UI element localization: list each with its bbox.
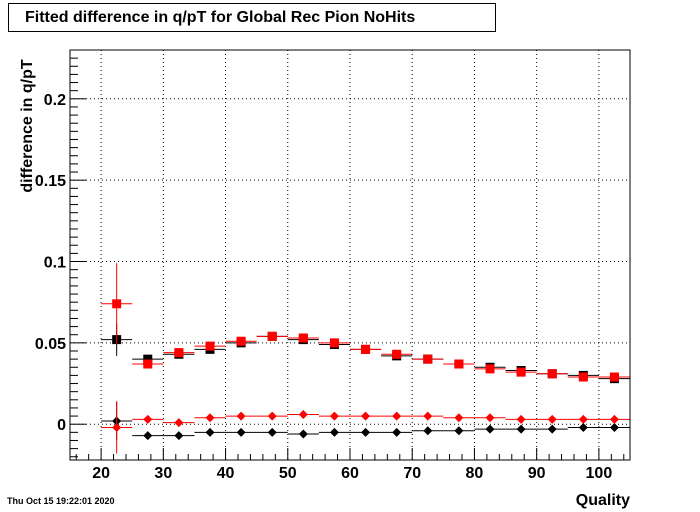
data-point-square (267, 331, 277, 341)
plot-frame (69, 49, 631, 461)
data-point-diamond (361, 427, 371, 437)
data-point-diamond (516, 414, 526, 424)
data-point-diamond (298, 409, 308, 419)
data-point-square (174, 348, 184, 358)
series-1 (101, 263, 630, 382)
data-point-diamond (392, 411, 402, 421)
data-point-diamond (609, 422, 619, 432)
data-point-diamond (423, 411, 433, 421)
chart-title: Fitted difference in q/pT for Global Rec… (8, 3, 496, 32)
data-point-diamond (485, 424, 495, 434)
x-tick-label: 20 (92, 465, 110, 482)
data-point-diamond (267, 411, 277, 421)
x-tick-label: 90 (528, 465, 546, 482)
data-point-diamond (236, 411, 246, 421)
data-point-diamond (267, 427, 277, 437)
data-point-diamond (485, 413, 495, 423)
data-point-diamond (547, 414, 557, 424)
axis-ticks (70, 49, 625, 460)
data-point-square (392, 349, 402, 359)
data-point-square (236, 336, 246, 346)
x-tick-label: 80 (466, 465, 484, 482)
y-tick-label: 0.05 (35, 336, 66, 353)
data-point-diamond (329, 411, 339, 421)
x-tick-label: 50 (279, 465, 297, 482)
data-point-diamond (112, 422, 122, 432)
data-point-diamond (329, 427, 339, 437)
tick-labels: 20 30 40 50 60 70 80 90 100 0 0.05 0.1 0.15 0.2 (35, 92, 612, 482)
data-point-diamond (454, 413, 464, 423)
data-point-diamond (547, 424, 557, 434)
data-point-diamond (298, 429, 308, 439)
x-tick-label: 100 (586, 465, 613, 482)
data-point-diamond (143, 414, 153, 424)
series-3 (101, 401, 630, 454)
y-tick-label: 0.1 (44, 255, 66, 272)
data-point-square (485, 364, 495, 374)
data-point-square (205, 341, 215, 351)
data-point-square (143, 359, 153, 369)
data-point-diamond (423, 426, 433, 436)
data-point-square (578, 372, 588, 382)
data-point-square (423, 354, 433, 364)
y-axis-label: difference in q/pT (19, 59, 36, 193)
data-point-diamond (143, 431, 153, 441)
data-point-diamond (578, 422, 588, 432)
data-point-diamond (236, 427, 246, 437)
data-point-diamond (205, 427, 215, 437)
data-point-square (112, 299, 122, 309)
data-point-diamond (578, 414, 588, 424)
x-tick-label: 60 (341, 465, 359, 482)
data-point-diamond (516, 424, 526, 434)
y-tick-label: 0.2 (44, 92, 66, 109)
grid-lines (70, 50, 630, 460)
data-point-square (361, 344, 371, 354)
timestamp: Thu Oct 15 19:22:01 2020 (7, 496, 115, 506)
data-marks (101, 263, 630, 454)
data-point-square (516, 367, 526, 377)
y-tick-label: 0 (57, 417, 66, 434)
data-point-diamond (174, 431, 184, 441)
data-point-square (143, 354, 153, 364)
data-point-square (329, 338, 339, 348)
data-point-square (609, 372, 619, 382)
y-tick-label: 0.15 (35, 173, 66, 190)
x-axis-label: Quality (575, 492, 630, 509)
data-point-diamond (454, 426, 464, 436)
x-tick-label: 40 (217, 465, 235, 482)
data-point-square (298, 333, 308, 343)
x-tick-label: 70 (403, 465, 421, 482)
data-point-diamond (174, 418, 184, 428)
data-point-diamond (361, 411, 371, 421)
data-point-diamond (392, 427, 402, 437)
data-point-diamond (205, 413, 215, 423)
x-tick-label: 30 (154, 465, 172, 482)
data-point-diamond (609, 414, 619, 424)
data-point-square (454, 359, 464, 369)
data-point-square (547, 369, 557, 379)
